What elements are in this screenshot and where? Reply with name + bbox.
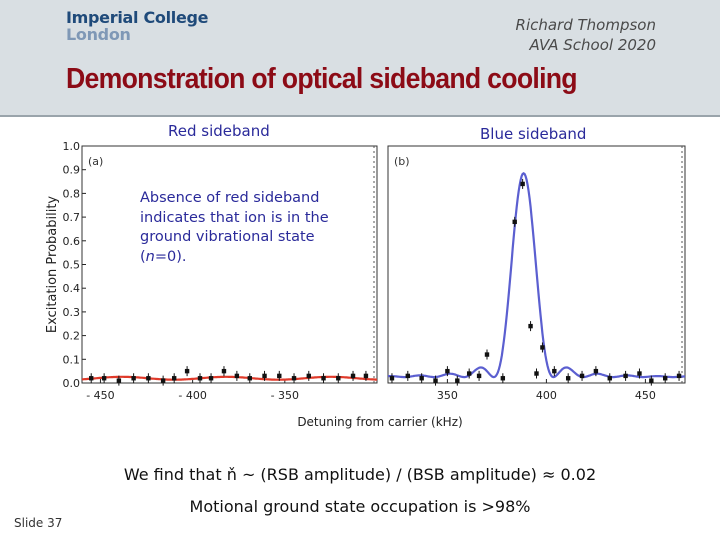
y-tick-label: 0.3 (63, 306, 81, 319)
y-axis-label: Excitation Probability (45, 196, 60, 334)
data-point (405, 373, 410, 379)
data-point (208, 376, 214, 381)
data-point (512, 219, 517, 225)
data-point (146, 376, 151, 381)
logo-line1: Imperial College (66, 8, 209, 27)
data-point (116, 378, 122, 383)
data-point (534, 371, 539, 376)
data-point (277, 373, 282, 379)
data-point (637, 371, 642, 376)
data-point (247, 376, 252, 381)
data-point (540, 345, 545, 350)
data-point (131, 376, 136, 381)
data-point (520, 181, 525, 187)
panel-frame (81, 145, 378, 384)
panel-label-blue: Blue sideband (480, 125, 587, 143)
x-tick-label: - 350 (271, 389, 299, 402)
data-point (197, 376, 203, 381)
data-point (663, 376, 668, 381)
data-point (607, 376, 612, 381)
summary-line1: We find that ň ~ (RSB amplitude) / (BSB … (123, 465, 597, 484)
y-tick-label: 1.0 (63, 140, 81, 153)
author-name: Richard Thompson (515, 16, 656, 34)
annotation-n: n (145, 248, 155, 265)
data-point (350, 373, 356, 379)
panel-label-red: Red sideband (168, 122, 270, 140)
x-tick-label: 450 (635, 389, 656, 402)
y-tick-label: 0.6 (63, 235, 81, 248)
data-point (476, 373, 482, 379)
data-point (455, 378, 460, 383)
data-point (649, 378, 654, 383)
data-point (363, 373, 369, 379)
data-point (433, 378, 438, 383)
data-point (234, 373, 240, 379)
data-point (306, 373, 311, 379)
data-point (676, 373, 682, 379)
header-divider (0, 115, 720, 117)
y-tick-label: 0.8 (63, 187, 81, 200)
x-tick-label: 400 (536, 389, 557, 402)
data-point (184, 368, 190, 374)
panel-corner-label: (b) (394, 155, 410, 168)
data-point (291, 376, 297, 381)
fit-curve (82, 375, 377, 381)
author-event: AVA School 2020 (529, 36, 656, 54)
data-point (500, 376, 506, 381)
x-axis-label: Detuning from carrier (kHz) (297, 415, 462, 429)
panel-corner-label: (a) (88, 155, 103, 168)
y-tick-label: 0.0 (63, 377, 81, 390)
data-point (389, 376, 395, 381)
annotation-part-a: Absence of red sideband indicates that i… (140, 190, 329, 265)
data-point (623, 373, 628, 379)
fit-curve (388, 171, 686, 379)
panel-frame (387, 145, 686, 384)
data-point (171, 376, 177, 381)
data-point (445, 368, 450, 374)
x-tick-label: 350 (437, 389, 458, 402)
data-point (101, 376, 107, 381)
data-point (579, 373, 585, 379)
logo-line2: London (66, 25, 131, 44)
data-point (321, 376, 326, 381)
data-point (221, 368, 227, 374)
data-point (593, 368, 599, 374)
data-point (552, 368, 557, 374)
annotation-text: Absence of red sideband indicates that i… (140, 189, 340, 267)
y-tick-label: 0.5 (63, 259, 81, 272)
y-tick-label: 0.1 (63, 353, 81, 366)
x-tick-label: - 400 (178, 389, 206, 402)
slide-title: Demonstration of optical sideband coolin… (66, 63, 578, 95)
data-point (419, 376, 424, 381)
summary-line2: Motional ground state occupation is >98% (189, 497, 531, 516)
slide-number: Slide 37 (14, 516, 63, 530)
data-point (160, 378, 166, 383)
author-block: Richard Thompson AVA School 2020 (516, 15, 656, 55)
data-point (466, 371, 472, 376)
data-point (484, 352, 490, 357)
data-point (336, 376, 341, 381)
data-point (528, 323, 533, 329)
data-point (262, 373, 267, 379)
x-tick-label: - 450 (86, 389, 114, 402)
y-tick-label: 0.4 (63, 282, 81, 295)
y-tick-label: 0.2 (63, 330, 81, 343)
data-point (89, 376, 94, 381)
annotation-part-b: =0). (154, 248, 187, 265)
y-tick-label: 0.7 (63, 211, 81, 224)
slide-header (0, 0, 720, 115)
y-tick-label: 0.9 (63, 164, 81, 177)
data-point (565, 376, 571, 381)
logo: Imperial College London (66, 8, 209, 44)
